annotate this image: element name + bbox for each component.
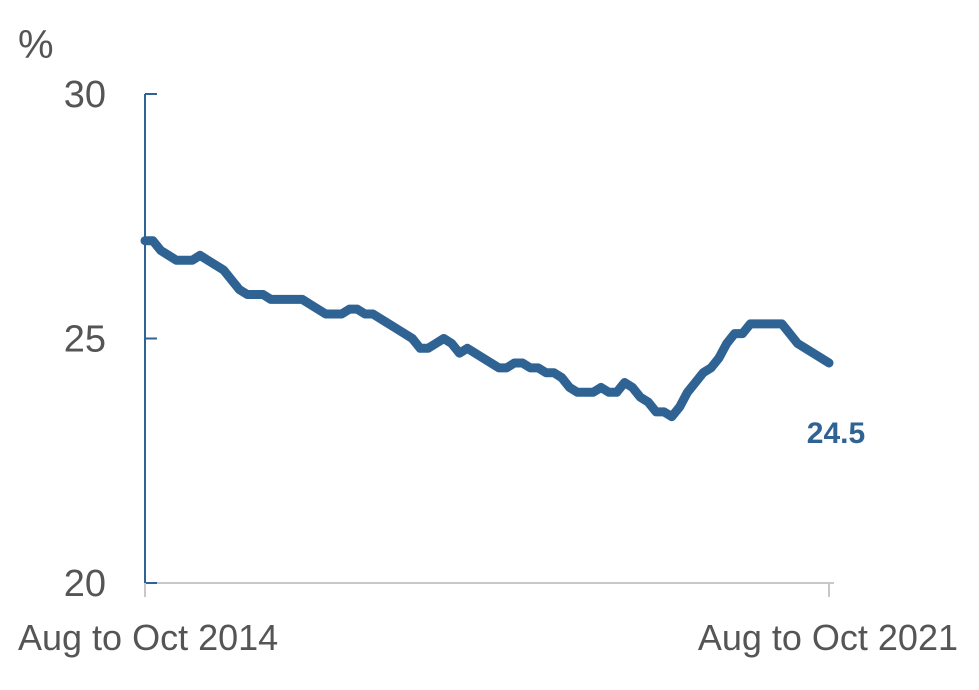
series-layer bbox=[140, 236, 834, 422]
y-tick-label: 25 bbox=[64, 319, 106, 361]
x-tick-label: Aug to Oct 2014 bbox=[18, 617, 278, 658]
x-tick-label: Aug to Oct 2021 bbox=[698, 617, 958, 658]
y-tick-label: 20 bbox=[64, 563, 106, 605]
y-axis-ticks: 20 25 30 bbox=[64, 74, 157, 605]
end-value-label: 24.5 bbox=[807, 417, 865, 450]
y-axis-unit-label: % bbox=[18, 23, 54, 67]
x-axis-ticks: Aug to Oct 2014 Aug to Oct 2021 bbox=[18, 583, 958, 658]
series-line bbox=[140, 236, 834, 422]
y-tick-label: 30 bbox=[64, 74, 106, 116]
